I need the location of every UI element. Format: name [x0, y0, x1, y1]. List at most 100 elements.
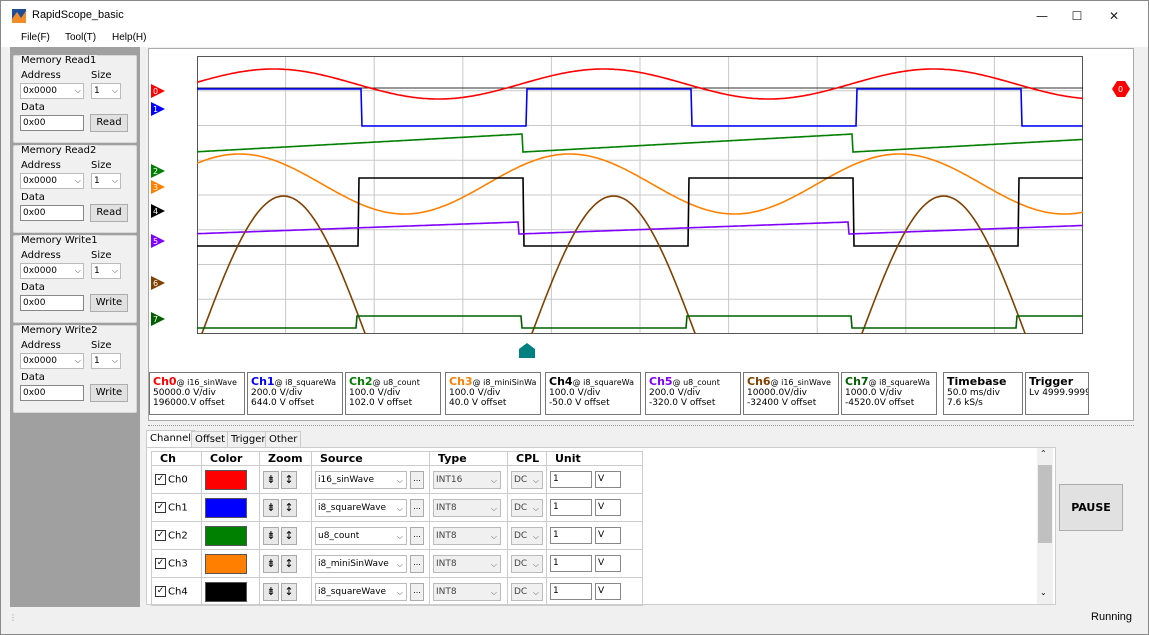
cpl-select[interactable]: DC ⌵ [511, 526, 543, 545]
ch1-marker[interactable]: 1 [151, 102, 165, 116]
ch5-marker[interactable]: 5 [151, 234, 165, 248]
browse-button[interactable]: ... [410, 526, 424, 545]
data-field[interactable]: 0x00 [20, 385, 84, 401]
ch2-marker[interactable]: 2 [151, 164, 165, 178]
address-combo[interactable]: 0x0000 ⌵ [20, 173, 84, 189]
color-swatch[interactable] [205, 525, 247, 546]
ch7-marker[interactable]: 7 [151, 312, 165, 326]
zoom-out-icon[interactable]: ↕ [281, 582, 297, 601]
source-select[interactable]: i8_miniSinWave ⌵ [315, 554, 407, 573]
zoom-in-icon[interactable]: ⇟ [263, 582, 279, 601]
zoom-in-icon[interactable]: ⇟ [263, 554, 279, 573]
data-field[interactable]: 0x00 [20, 205, 84, 221]
source-select[interactable]: i16_sinWave ⌵ [315, 470, 407, 489]
scale-field[interactable]: 1 [550, 555, 592, 572]
cpl-select[interactable]: DC ⌵ [511, 554, 543, 573]
unit-field[interactable]: V [595, 471, 621, 488]
ch3-info[interactable]: Ch3@ i8_miniSinWa 100.0 V/div 40.0 V offse… [445, 372, 541, 415]
color-swatch[interactable] [205, 581, 247, 602]
ch0-marker[interactable]: 0 [151, 84, 165, 98]
address-combo[interactable]: 0x0000 ⌵ [20, 263, 84, 279]
write-button[interactable]: Write [90, 384, 128, 402]
scroll-up-icon[interactable]: ⌃ [1040, 449, 1047, 458]
ch2-info[interactable]: Ch2@ u8_count 100.0 V/div 102.0 V offset [345, 372, 441, 415]
zoom-out-icon[interactable]: ↕ [281, 470, 297, 489]
minimize-button[interactable]: — [1036, 9, 1048, 23]
menu-help[interactable]: Help(H) [112, 32, 147, 43]
source-select[interactable]: i8_squareWave ⌵ [315, 582, 407, 601]
ch7-info[interactable]: Ch7@ i8_squareWa 1000.0 V/div -4520.0V off… [841, 372, 937, 415]
zoom-in-icon[interactable]: ⇟ [263, 498, 279, 517]
trigger-level-marker[interactable]: 0 [1112, 81, 1130, 97]
browse-button[interactable]: ... [410, 498, 424, 517]
type-select[interactable]: INT8 ⌵ [433, 526, 501, 545]
ch1-info[interactable]: Ch1@ i8_squareWa 200.0 V/div 644.0 V offse… [247, 372, 343, 415]
unit-field[interactable]: V [595, 527, 621, 544]
cpl-select[interactable]: DC ⌵ [511, 470, 543, 489]
scale-field[interactable]: 1 [550, 471, 592, 488]
tab-other[interactable]: Other [265, 431, 302, 447]
zoom-out-icon[interactable]: ↕ [281, 526, 297, 545]
tab-channel[interactable]: Channel [146, 430, 196, 447]
checkbox[interactable]: ✓ [155, 473, 166, 485]
tab-offset[interactable]: Offset [191, 431, 230, 447]
size-combo[interactable]: 1 ⌵ [91, 263, 121, 279]
color-swatch[interactable] [205, 469, 247, 490]
ch6-info[interactable]: Ch6@ i16_sinWave 10000.0V/div -32400 V off… [743, 372, 839, 415]
browse-button[interactable]: ... [410, 554, 424, 573]
scroll-down-icon[interactable]: ⌄ [1040, 588, 1047, 597]
type-select[interactable]: INT16 ⌵ [433, 470, 501, 489]
scroll-thumb[interactable] [1038, 465, 1052, 543]
pause-button[interactable]: PAUSE [1059, 484, 1123, 531]
splitter[interactable] [148, 425, 1134, 428]
unit-field[interactable]: V [595, 499, 621, 516]
checkbox[interactable]: ✓ [155, 529, 166, 541]
data-field[interactable]: 0x00 [20, 115, 84, 131]
source-select[interactable]: i8_squareWave ⌵ [315, 498, 407, 517]
menu-tool[interactable]: Tool(T) [65, 32, 97, 43]
data-field[interactable]: 0x00 [20, 295, 84, 311]
ch0-info[interactable]: Ch0@ i16_sinWave 50000.0 V/div 196000.V of… [149, 372, 245, 415]
ch3-marker[interactable]: 3 [151, 180, 165, 194]
unit-field[interactable]: V [595, 583, 621, 600]
scale-field[interactable]: 1 [550, 583, 592, 600]
ch4-info[interactable]: Ch4@ i8_squareWa 100.0 V/div -50.0 V offse… [545, 372, 641, 415]
zoom-in-icon[interactable]: ⇟ [263, 470, 279, 489]
trigger-position-marker[interactable] [519, 343, 535, 358]
scale-field[interactable]: 1 [550, 499, 592, 516]
type-select[interactable]: INT8 ⌵ [433, 554, 501, 573]
scale-field[interactable]: 1 [550, 527, 592, 544]
ch6-marker[interactable]: 6 [151, 276, 165, 290]
zoom-out-icon[interactable]: ↕ [281, 498, 297, 517]
size-combo[interactable]: 1 ⌵ [91, 83, 121, 99]
size-combo[interactable]: 1 ⌵ [91, 353, 121, 369]
cpl-select[interactable]: DC ⌵ [511, 498, 543, 517]
zoom-in-icon[interactable]: ⇟ [263, 526, 279, 545]
address-combo[interactable]: 0x0000 ⌵ [20, 83, 84, 99]
ch5-info[interactable]: Ch5@ u8_count 200.0 V/div -320.0 V offset [645, 372, 741, 415]
source-select[interactable]: u8_count ⌵ [315, 526, 407, 545]
checkbox[interactable]: ✓ [155, 557, 166, 569]
browse-button[interactable]: ... [410, 470, 424, 489]
ch4-marker[interactable]: 4 [151, 204, 165, 218]
type-select[interactable]: INT8 ⌵ [433, 582, 501, 601]
checkbox[interactable]: ✓ [155, 585, 166, 597]
address-combo[interactable]: 0x0000 ⌵ [20, 353, 84, 369]
maximize-button[interactable]: ☐ [1071, 9, 1083, 23]
read-button[interactable]: Read [90, 204, 128, 222]
close-button[interactable]: ✕ [1108, 9, 1120, 23]
unit-field[interactable]: V [595, 555, 621, 572]
timebase-info[interactable]: Timebase 50.0 ms/div 7.6 kS/s [943, 372, 1023, 415]
read-button[interactable]: Read [90, 114, 128, 132]
tab-trigger[interactable]: Trigger [227, 431, 270, 447]
menu-file[interactable]: File(F) [21, 32, 50, 43]
checkbox[interactable]: ✓ [155, 501, 166, 513]
color-swatch[interactable] [205, 553, 247, 574]
type-select[interactable]: INT8 ⌵ [433, 498, 501, 517]
size-combo[interactable]: 1 ⌵ [91, 173, 121, 189]
color-swatch[interactable] [205, 497, 247, 518]
zoom-out-icon[interactable]: ↕ [281, 554, 297, 573]
write-button[interactable]: Write [90, 294, 128, 312]
table-scrollbar[interactable]: ⌃ ⌄ [1037, 448, 1053, 604]
